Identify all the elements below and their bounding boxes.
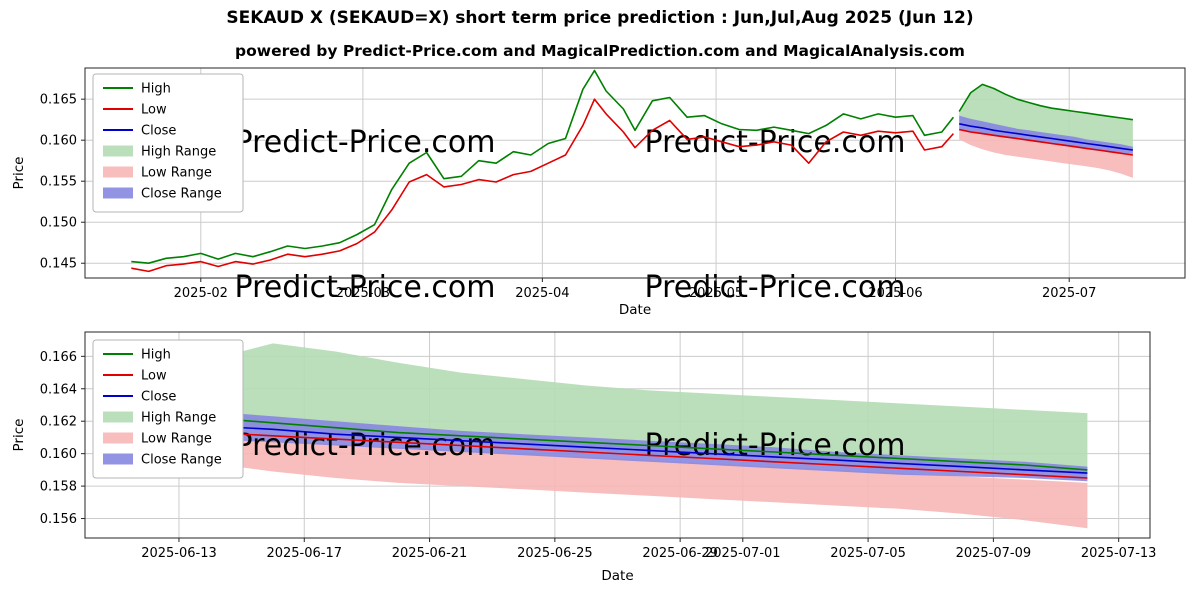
x-tick-label: 2025-06-13 (141, 546, 217, 561)
x-tick-label: 2025-06-29 (642, 546, 718, 561)
x-tick-label: 2025-07-01 (705, 546, 781, 561)
legend-label: Close (141, 124, 176, 139)
y-axis-label: Price (11, 157, 27, 190)
x-tick-label: 2025-07-09 (956, 546, 1032, 561)
legend-label: Low (141, 103, 167, 118)
x-tick-label: 2025-06-21 (392, 546, 468, 561)
legend-label: Close Range (141, 453, 222, 468)
x-tick-label: 2025-07 (1042, 286, 1096, 301)
low-range-legend-swatch (103, 166, 133, 178)
legend-label: High (141, 82, 171, 97)
page-subtitle: powered by Predict-Price.com and Magical… (235, 42, 965, 60)
plot-border (84, 331, 1151, 539)
plot-border (84, 67, 1186, 279)
page-title: SEKAUD X (SEKAUD=X) short term price pre… (226, 8, 974, 28)
x-tick-label: 2025-06-17 (266, 546, 342, 561)
close-forecast-line (959, 123, 1134, 151)
x-axis-label: Date (601, 568, 633, 584)
x-tick-label: 2025-06 (868, 286, 922, 301)
high-range-band (959, 84, 1133, 151)
close-line (147, 420, 1088, 474)
low-forecast-line (959, 128, 1134, 156)
legend-label: Low (141, 369, 167, 384)
y-tick-label: 0.164 (40, 382, 77, 397)
x-tick-label: 2025-07-13 (1081, 546, 1157, 561)
high-forecast-line (958, 83, 1134, 121)
legend-label: Close Range (141, 187, 222, 202)
legend-label: High (141, 348, 171, 363)
close-range-legend-swatch (103, 453, 133, 465)
y-tick-label: 0.155 (40, 175, 77, 190)
x-axis-label: Date (619, 302, 651, 318)
high-range-legend-swatch (103, 411, 133, 423)
bottom-chart: Predict-Price.com Predict-Price.com0.1560… (11, 331, 1157, 584)
y-tick-label: 0.158 (40, 480, 77, 495)
y-tick-label: 0.150 (40, 216, 77, 231)
x-tick-label: 2025-03 (336, 286, 390, 301)
close-range-legend-swatch (103, 187, 133, 199)
low-range-legend-swatch (103, 432, 133, 444)
low-range-band (959, 129, 1133, 178)
y-tick-label: 0.165 (40, 93, 77, 108)
x-tick-label: 2025-07-05 (830, 546, 906, 561)
y-tick-label: 0.160 (40, 134, 77, 149)
low-line (147, 428, 1088, 479)
legend-label: Close (141, 390, 176, 405)
x-tick-label: 2025-02 (174, 286, 228, 301)
high-range-band (147, 343, 1088, 475)
y-tick-label: 0.162 (40, 415, 77, 430)
watermark-text: Predict-Price.com (235, 270, 496, 305)
x-tick-label: 2025-04 (515, 286, 569, 301)
low-line (131, 98, 954, 273)
x-tick-label: 2025-06-25 (517, 546, 593, 561)
legend-label: Low Range (141, 166, 212, 181)
legend-label: Low Range (141, 432, 212, 447)
y-tick-label: 0.156 (40, 512, 77, 527)
y-tick-label: 0.166 (40, 350, 77, 365)
x-tick-label: 2025-05 (689, 286, 743, 301)
y-axis-label: Price (11, 419, 27, 452)
high-line (147, 412, 1088, 471)
watermark-text: Predict-Price.com (235, 125, 496, 160)
high-line (131, 69, 955, 264)
watermark-text: Predict-Price.com (645, 270, 906, 305)
legend-label: High Range (141, 411, 216, 426)
top-chart: Predict-Price.com Predict-Price.com Predic… (11, 67, 1186, 318)
legend-label: High Range (141, 145, 216, 160)
y-tick-label: 0.160 (40, 447, 77, 462)
y-tick-label: 0.145 (40, 257, 77, 272)
high-range-legend-swatch (103, 145, 133, 157)
low-range-band (147, 432, 1088, 529)
